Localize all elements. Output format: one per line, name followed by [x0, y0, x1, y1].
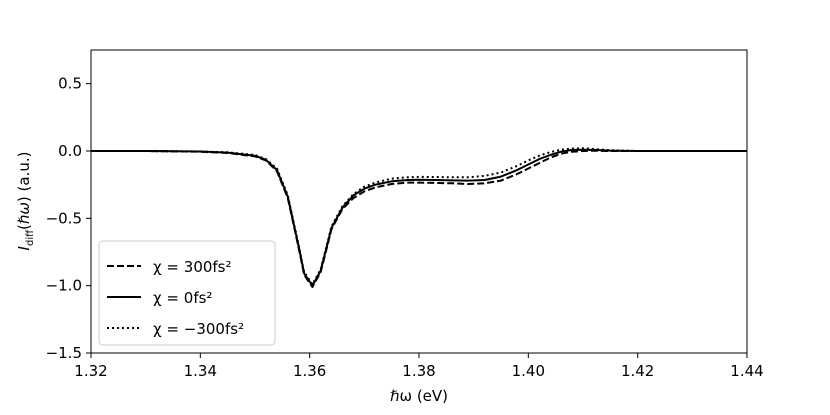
- x-axis-label: ℏω (eV): [390, 387, 448, 405]
- y-tick-label: −1.0: [46, 277, 82, 295]
- x-tick-label: 1.34: [184, 362, 217, 380]
- x-tick-label: 1.38: [402, 362, 435, 380]
- x-tick-label: 1.44: [730, 362, 763, 380]
- y-tick-label: −1.5: [46, 344, 82, 362]
- legend-label: χ = 0fs²: [153, 289, 212, 307]
- x-axis: 1.32 1.34 1.36 1.38 1.40 1.42 1.44: [74, 353, 764, 380]
- y-axis-label: Idiff(ℏω) (a.u.): [15, 152, 36, 251]
- legend-label: χ = 300fs²: [153, 258, 232, 276]
- y-tick-label: 0.0: [58, 142, 82, 160]
- legend-label: χ = −300fs²: [153, 320, 244, 338]
- legend: χ = 300fs² χ = 0fs² χ = −300fs²: [98, 240, 276, 346]
- legend-box: [98, 240, 276, 346]
- x-tick-label: 1.36: [293, 362, 326, 380]
- plot-lines: [91, 147, 747, 288]
- y-tick-label: −0.5: [46, 209, 82, 227]
- x-tick-label: 1.40: [512, 362, 545, 380]
- y-axis: −1.5 −1.0 −0.5 0.0 0.5: [46, 75, 91, 362]
- x-tick-label: 1.42: [621, 362, 654, 380]
- svg-text:Idiff(ℏω) (a.u.): Idiff(ℏω) (a.u.): [15, 152, 36, 251]
- series-line-dotted: [91, 147, 747, 286]
- x-tick-label: 1.32: [74, 362, 107, 380]
- y-tick-label: 0.5: [58, 75, 82, 93]
